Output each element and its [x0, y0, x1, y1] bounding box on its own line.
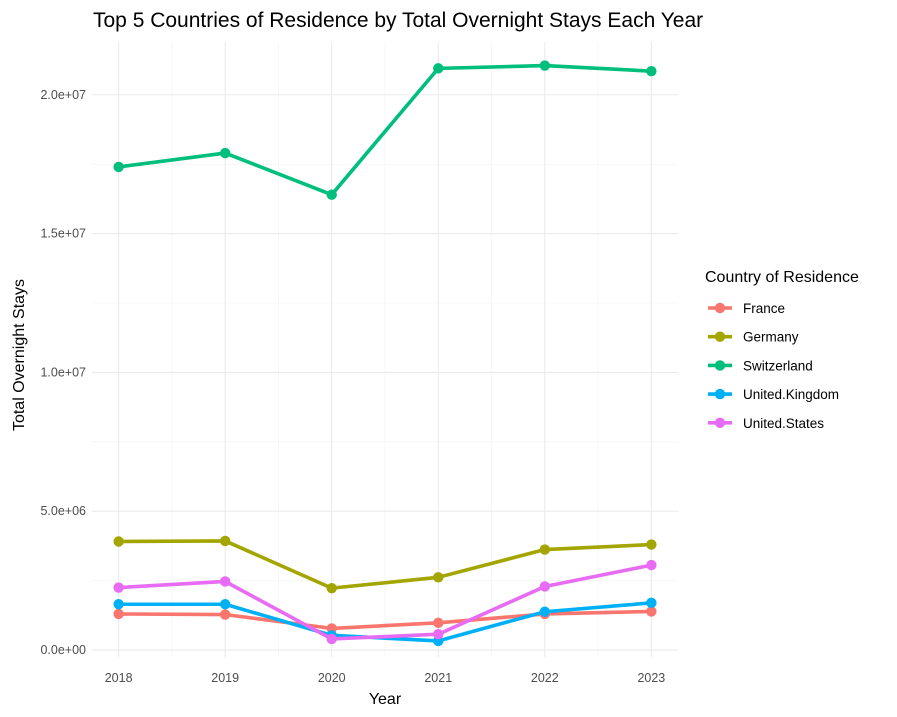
- series-germany: [113, 535, 657, 594]
- legend-label: France: [743, 301, 785, 316]
- data-point-united-states: [433, 629, 444, 640]
- y-tick-label: 5.0e+06: [40, 504, 86, 518]
- series-france: [113, 606, 657, 634]
- y-tick-label: 0.0e+00: [40, 643, 86, 657]
- legend-item-united-states: United.States: [708, 416, 824, 431]
- legend-label: United.Kingdom: [743, 387, 839, 402]
- data-point-france: [433, 617, 444, 629]
- chart-title: Top 5 Countries of Residence by Total Ov…: [93, 9, 703, 32]
- x-tick-label: 2018: [105, 671, 133, 685]
- data-point-france: [219, 609, 231, 620]
- legend-key-point: [714, 331, 726, 342]
- data-point-united-states: [539, 581, 551, 592]
- data-point-germany: [219, 535, 231, 547]
- data-point-germany: [433, 572, 444, 583]
- legend-item-united-kingdom: United.Kingdom: [708, 387, 839, 402]
- y-tick-label: 1.0e+07: [40, 365, 86, 379]
- legend-key-point: [714, 360, 726, 371]
- data-point-switzerland: [539, 60, 551, 71]
- x-tick-label: 2023: [637, 671, 665, 685]
- legend-item-germany: Germany: [708, 330, 799, 345]
- data-point-united-kingdom: [219, 599, 231, 610]
- data-point-france: [113, 608, 124, 620]
- data-point-switzerland: [646, 65, 657, 77]
- data-point-united-kingdom: [646, 597, 657, 609]
- data-point-united-states: [219, 576, 231, 587]
- y-tick-label: 2.0e+07: [40, 88, 86, 102]
- data-point-germany: [326, 582, 337, 594]
- legend-label: Germany: [743, 330, 799, 345]
- series-line-france: [116, 609, 654, 631]
- data-point-germany: [539, 544, 551, 555]
- x-tick-label: 2022: [531, 671, 559, 685]
- legend-key-point: [714, 302, 726, 314]
- series-group: [113, 60, 657, 647]
- y-axis-title: Total Overnight Stays: [11, 279, 28, 431]
- series-united-states: [113, 559, 657, 645]
- data-point-switzerland: [326, 189, 337, 200]
- data-point-switzerland: [113, 161, 124, 173]
- data-point-united-states: [326, 633, 337, 645]
- series-line-united-states: [116, 563, 654, 641]
- y-tick-label: 1.5e+07: [40, 227, 86, 241]
- legend-item-france: France: [708, 301, 785, 316]
- data-point-united-states: [113, 582, 124, 593]
- data-point-france: [646, 606, 657, 617]
- data-point-germany: [113, 536, 124, 547]
- legend: Country of Residence France Germany Switze…: [705, 269, 859, 431]
- x-axis-title: Year: [369, 691, 402, 708]
- data-point-germany: [646, 539, 657, 550]
- x-tick-label: 2019: [211, 671, 239, 685]
- series-line-switzerland: [116, 63, 654, 197]
- series-line-germany: [116, 539, 654, 590]
- x-axis: 2018 2019 2020 2021 2022 2023: [105, 671, 666, 685]
- legend-key-point: [714, 388, 726, 400]
- data-point-united-kingdom: [113, 599, 124, 610]
- x-tick-label: 2021: [424, 671, 452, 685]
- data-point-switzerland: [433, 63, 444, 74]
- x-tick-label: 2020: [318, 671, 346, 685]
- data-point-united-kingdom: [539, 606, 551, 617]
- legend-item-switzerland: Switzerland: [708, 358, 813, 373]
- grid: [92, 42, 678, 657]
- legend-label: United.States: [743, 416, 824, 431]
- legend-label: Switzerland: [743, 358, 813, 373]
- data-point-united-states: [646, 559, 657, 571]
- series-switzerland: [113, 60, 657, 200]
- legend-title: Country of Residence: [705, 269, 859, 286]
- data-point-switzerland: [219, 147, 231, 159]
- y-axis: 0.0e+00 5.0e+06 1.0e+07 1.5e+07 2.0e+07: [40, 88, 86, 657]
- legend-key-point: [714, 417, 726, 428]
